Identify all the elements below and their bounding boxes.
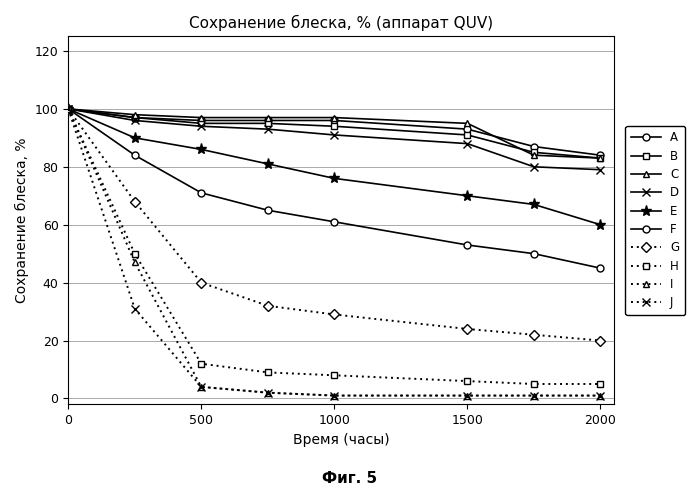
D (330, 132, 339, 138)
A (64, 106, 72, 112)
J (530, 393, 538, 399)
C (596, 155, 605, 161)
J (197, 384, 206, 390)
Line: B: B (65, 106, 604, 162)
I (64, 106, 72, 112)
E (131, 135, 139, 141)
H (64, 106, 72, 112)
G (530, 332, 538, 338)
J (64, 106, 72, 112)
C (463, 120, 472, 126)
F (463, 242, 472, 248)
F (197, 190, 206, 196)
Line: A: A (65, 106, 604, 159)
Line: C: C (65, 106, 604, 162)
H (530, 381, 538, 387)
Y-axis label: Сохранение блеска, %: Сохранение блеска, % (15, 137, 29, 303)
E (197, 146, 206, 152)
G (64, 106, 72, 112)
H (330, 372, 339, 378)
Line: H: H (65, 106, 604, 387)
C (530, 152, 538, 158)
Line: G: G (65, 106, 604, 344)
Title: Сохранение блеска, % (аппарат QUV): Сохранение блеска, % (аппарат QUV) (189, 15, 493, 31)
I (530, 393, 538, 399)
B (131, 114, 139, 120)
G (131, 198, 139, 204)
F (264, 207, 272, 213)
F (530, 251, 538, 257)
D (64, 106, 72, 112)
I (197, 384, 206, 390)
E (530, 201, 538, 207)
G (596, 338, 605, 344)
A (197, 117, 206, 123)
C (330, 114, 339, 120)
F (330, 219, 339, 225)
J (463, 393, 472, 399)
J (596, 393, 605, 399)
F (596, 265, 605, 271)
E (596, 222, 605, 228)
A (330, 117, 339, 123)
H (131, 251, 139, 257)
H (463, 378, 472, 384)
E (264, 161, 272, 167)
A (264, 117, 272, 123)
D (264, 126, 272, 132)
D (596, 167, 605, 173)
D (197, 123, 206, 129)
J (264, 390, 272, 396)
A (131, 114, 139, 120)
H (596, 381, 605, 387)
C (264, 114, 272, 120)
I (131, 259, 139, 265)
I (463, 393, 472, 399)
C (64, 106, 72, 112)
B (463, 132, 472, 138)
H (197, 361, 206, 367)
Text: Фиг. 5: Фиг. 5 (323, 471, 377, 486)
D (463, 141, 472, 147)
G (197, 280, 206, 286)
I (596, 393, 605, 399)
J (330, 393, 339, 399)
J (131, 306, 139, 312)
B (596, 155, 605, 161)
B (330, 123, 339, 129)
C (197, 114, 206, 120)
B (264, 120, 272, 126)
B (64, 106, 72, 112)
I (330, 393, 339, 399)
G (264, 303, 272, 309)
F (64, 106, 72, 112)
F (131, 152, 139, 158)
X-axis label: Время (часы): Время (часы) (293, 433, 389, 446)
D (131, 117, 139, 123)
A (596, 152, 605, 158)
A (463, 126, 472, 132)
Line: D: D (64, 105, 605, 174)
Line: I: I (65, 106, 604, 399)
B (197, 120, 206, 126)
I (264, 390, 272, 396)
D (530, 164, 538, 170)
B (530, 149, 538, 155)
Legend: A, B, C, D, E, F, G, H, I, J: A, B, C, D, E, F, G, H, I, J (625, 126, 685, 315)
G (330, 312, 339, 318)
C (131, 112, 139, 118)
E (463, 193, 472, 199)
Line: F: F (65, 106, 604, 272)
A (530, 143, 538, 149)
Line: E: E (63, 103, 606, 230)
E (330, 175, 339, 181)
H (264, 369, 272, 375)
G (463, 326, 472, 332)
Line: J: J (64, 105, 605, 400)
E (64, 106, 72, 112)
